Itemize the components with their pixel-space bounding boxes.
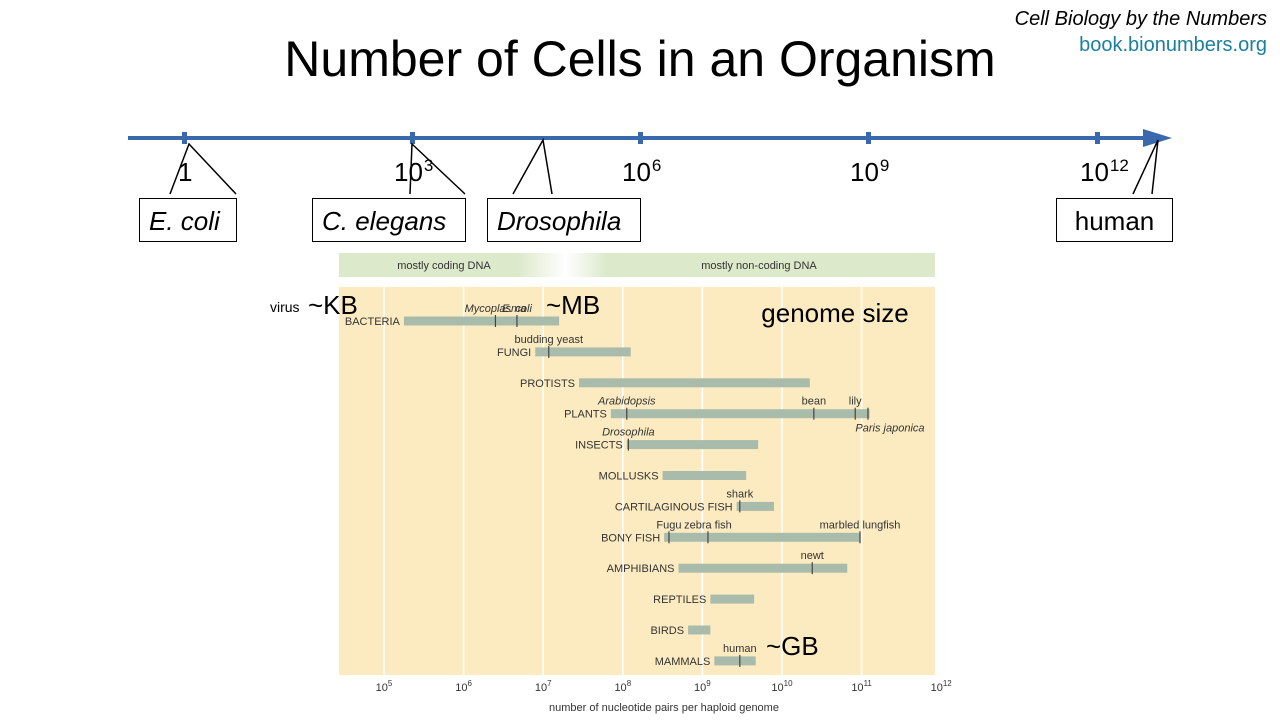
genome-tick-label: 106 [455, 679, 472, 694]
callout-human: human [1056, 198, 1173, 242]
genome-tick-label: 108 [614, 679, 631, 694]
band-left-label: mostly coding DNA [397, 260, 491, 272]
callout-pointer-human [1132, 139, 1159, 195]
range-bar [662, 471, 747, 480]
category-label: MAMMALS [655, 656, 711, 668]
virus-label: virus [270, 299, 300, 315]
axis-tick [866, 132, 871, 144]
axis-tick [410, 132, 415, 144]
marker-label: zebra fish [684, 519, 732, 531]
cell-tick-label: 109 [850, 156, 890, 187]
callout-pointer-drosophila [512, 137, 553, 195]
genome-tick-label: 1012 [931, 679, 953, 694]
category-label: MOLLUSKS [599, 471, 659, 483]
page-title: Number of Cells in an Organism [284, 31, 996, 87]
range-bar [610, 409, 870, 419]
cell-tick-label: 103 [394, 156, 434, 187]
genome-size-title: genome size [761, 298, 908, 328]
range-bar [626, 440, 759, 450]
book-url[interactable]: book.bionumbers.org [1079, 34, 1267, 56]
axis-tick [182, 132, 187, 144]
range-bar [736, 501, 775, 511]
callout-drosophila: Drosophila [487, 198, 641, 242]
cell-tick-label: 1 [178, 157, 193, 187]
category-label: FUNGI [497, 347, 531, 359]
genome-tick-label: 109 [694, 679, 711, 694]
callout-ecoli: E. coli [139, 198, 237, 242]
range-bar [678, 563, 848, 573]
marker-label: Mycoplasma [465, 303, 527, 315]
category-label: BONY FISH [601, 532, 660, 544]
category-label: REPTILES [653, 594, 706, 606]
axis-arrowhead [1143, 129, 1172, 147]
coding-band [339, 253, 935, 277]
callout-pointer-ecoli [169, 142, 237, 195]
range-bar [664, 532, 861, 542]
range-bar [688, 625, 711, 635]
range-bar [710, 594, 755, 604]
category-label: PROTISTS [520, 378, 575, 390]
category-label: BIRDS [650, 625, 684, 637]
category-label: PLANTS [564, 409, 607, 421]
axis-tick [638, 132, 643, 144]
marker-label: Arabidopsis [597, 396, 656, 408]
callout-celegans: C. elegans [312, 198, 466, 242]
kb-annotation: ~KB [308, 290, 358, 320]
plot-area [339, 287, 935, 675]
marker-label: Paris japonica [855, 423, 924, 435]
genome-tick-label: 107 [535, 679, 552, 694]
book-title: Cell Biology by the Numbers [1014, 8, 1267, 30]
marker-label: human [723, 643, 757, 655]
cell-number-axis [128, 129, 1172, 195]
category-label: BACTERIA [345, 316, 401, 328]
marker-label: marbled lungfish [820, 519, 901, 531]
marker-label: Drosophila [602, 427, 655, 439]
range-bar [403, 316, 560, 326]
callout-pointer-celegans [409, 142, 466, 195]
marker-label: lily [849, 396, 862, 408]
marker-label: Fugu [656, 519, 681, 531]
genome-xlabel: number of nucleotide pairs per haploid g… [549, 702, 779, 714]
axis-tick [1095, 132, 1100, 144]
genome-tick-label: 1011 [851, 679, 872, 694]
band-right-label: mostly non-coding DNA [701, 260, 817, 272]
cell-tick-label: 106 [622, 156, 662, 187]
range-bar [714, 656, 756, 666]
marker-label: E. coli [502, 303, 533, 315]
category-label: AMPHIBIANS [607, 563, 675, 575]
gb-annotation: ~GB [766, 631, 819, 661]
category-label: INSECTS [575, 440, 623, 452]
cell-tick-label: 1012 [1080, 156, 1129, 187]
range-bar [535, 347, 631, 357]
marker-label: shark [726, 488, 753, 500]
marker-label: bean [802, 396, 826, 408]
range-bar [579, 378, 810, 388]
marker-label: budding yeast [515, 334, 584, 346]
marker-label: newt [801, 550, 824, 562]
category-label: CARTILAGINOUS FISH [615, 501, 733, 513]
genome-tick-label: 105 [376, 679, 393, 694]
credit-block: Cell Biology by the Numbers book.bionumb… [1015, 6, 1267, 58]
genome-tick-label: 1010 [771, 679, 793, 694]
mb-annotation: ~MB [546, 290, 600, 320]
